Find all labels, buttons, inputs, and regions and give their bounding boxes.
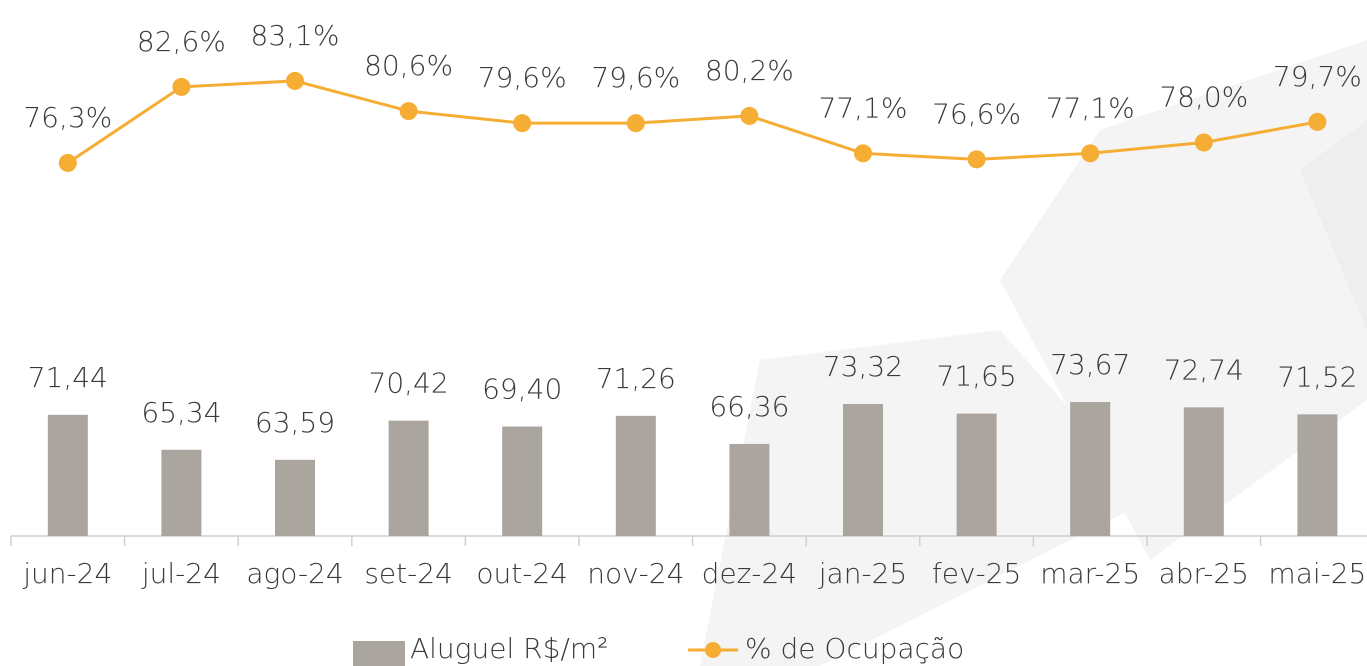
x-tick-label: dez-24: [702, 557, 797, 590]
line-label: 82,6%: [137, 25, 226, 58]
line-point: [1081, 144, 1100, 163]
line-point: [399, 102, 418, 121]
bar-label: 71,44: [28, 361, 108, 394]
x-tick-label: mar-25: [1040, 557, 1140, 590]
bar-label: 70,42: [369, 367, 449, 400]
line-label: 79,7%: [1273, 60, 1362, 93]
bar-label: 71,52: [1277, 360, 1357, 393]
bar-label: 72,74: [1164, 353, 1244, 386]
line-point: [58, 153, 77, 172]
bar: [388, 420, 429, 536]
bar-label: 73,67: [1050, 348, 1130, 381]
line-point: [172, 77, 191, 96]
line-point: [967, 150, 986, 169]
bar: [1070, 402, 1111, 536]
bar-label: 66,36: [709, 390, 789, 423]
legend-swatch: [353, 641, 405, 666]
bar-label: 71,26: [596, 362, 676, 395]
line-point: [1194, 133, 1213, 152]
bar-label: 63,59: [255, 406, 335, 439]
line-point: [513, 114, 532, 133]
line-label: 76,3%: [23, 101, 112, 134]
legend-label: Aluguel R$/m²: [410, 632, 608, 665]
bar: [1297, 414, 1338, 536]
x-tick-label: jul-24: [141, 557, 221, 590]
legend-label: % de Ocupação: [745, 632, 964, 665]
line-label: 77,1%: [819, 91, 908, 124]
line-label: 77,1%: [1046, 91, 1135, 124]
line-label: 79,6%: [478, 61, 567, 94]
bar: [161, 449, 202, 536]
bar: [843, 404, 883, 536]
bar: [502, 426, 543, 536]
bar-label: 65,34: [141, 396, 221, 429]
x-tick-label: jun-24: [22, 557, 112, 590]
bar-label: 73,32: [823, 350, 903, 383]
line-label: 78,0%: [1159, 80, 1248, 113]
line-point: [1308, 112, 1327, 131]
bar: [729, 443, 770, 536]
x-tick-label: mai-25: [1268, 557, 1366, 590]
x-tick-label: out-24: [476, 557, 568, 590]
x-tick-label: set-24: [364, 557, 453, 590]
bar-label: 71,65: [937, 360, 1017, 393]
line-label: 83,1%: [251, 19, 340, 52]
x-tick-label: jan-25: [818, 557, 907, 590]
line-label: 80,6%: [364, 49, 453, 82]
x-tick-label: ago-24: [246, 557, 343, 590]
line-label: 76,6%: [932, 97, 1021, 130]
line-point: [854, 144, 872, 163]
bar: [956, 413, 997, 536]
line-point: [740, 106, 759, 125]
line-point: [626, 114, 645, 133]
bar: [47, 414, 88, 536]
line-point: [286, 71, 304, 90]
x-tick-label: fev-25: [932, 557, 1021, 590]
bar: [615, 415, 656, 536]
bar: [275, 459, 315, 536]
line: [66, 79, 1318, 165]
x-tick-label: nov-24: [587, 557, 684, 590]
line-label: 80,2%: [705, 54, 794, 87]
line-label: 79,6%: [591, 61, 680, 94]
legend-marker: [705, 642, 721, 658]
bar: [1183, 407, 1224, 536]
x-tick-label: abr-25: [1159, 557, 1249, 590]
bar-label: 69,40: [482, 373, 562, 406]
